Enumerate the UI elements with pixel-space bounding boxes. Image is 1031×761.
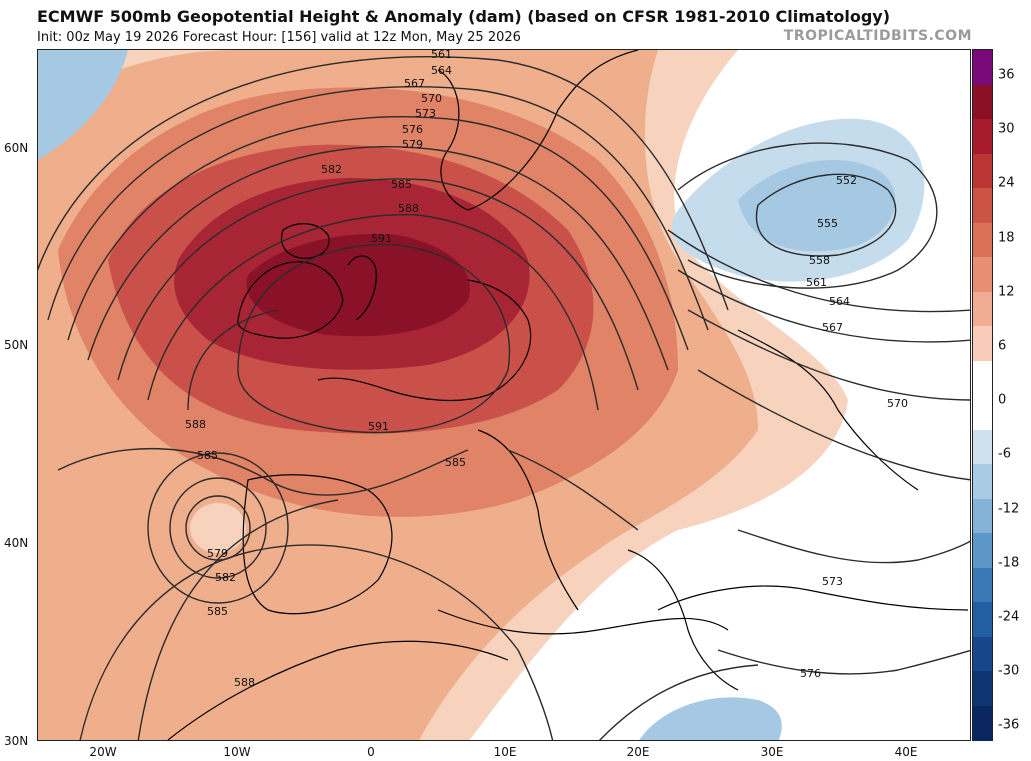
colorbar-segment <box>973 188 992 223</box>
colorbar-segment <box>973 326 992 361</box>
lon-label-10e: 10E <box>493 745 517 759</box>
colorbar-segment <box>973 567 992 603</box>
contour-label: 582 <box>215 571 236 584</box>
contour-label: 573 <box>822 575 843 588</box>
contour-label: 588 <box>185 418 206 431</box>
colorbar-segment <box>973 498 992 534</box>
contour-label: 579 <box>207 547 228 560</box>
colorbar-segment <box>973 84 992 120</box>
colorbar-segment <box>973 533 992 568</box>
colorbar-label: 36 <box>998 67 1015 83</box>
colorbar-label: -36 <box>998 717 1020 733</box>
contour-label: 585 <box>391 178 412 191</box>
colorbar-segment <box>973 257 992 292</box>
colorbar-label: 30 <box>998 121 1015 137</box>
contour-label-group: 561 564 567 570 573 576 579 582 585 588 … <box>185 50 908 689</box>
colorbar-segment <box>973 291 992 327</box>
colorbar-segment <box>973 360 992 396</box>
colorbar-segment <box>973 636 992 672</box>
lat-label-30n: 30N <box>4 734 29 748</box>
colorbar-segment <box>973 671 992 706</box>
contour-label: 585 <box>197 449 218 462</box>
colorbar-segment <box>973 602 992 637</box>
lat-label-50n: 50N <box>4 338 29 352</box>
colorbar-segment <box>973 464 992 499</box>
contour-label: 561 <box>431 50 452 61</box>
lon-label-30e: 30E <box>760 745 784 759</box>
colorbar-label: 12 <box>998 284 1015 300</box>
contour-label: 579 <box>402 138 423 151</box>
lon-label-20w: 20W <box>89 745 117 759</box>
map-canvas: 561 564 567 570 573 576 579 582 585 588 … <box>38 50 970 740</box>
colorbar-label: 24 <box>998 175 1015 191</box>
height-contours <box>38 56 970 740</box>
contour-label: 564 <box>829 295 850 308</box>
colorbar-segment <box>973 429 992 465</box>
anomaly-36-area <box>246 234 470 337</box>
anomaly-colorbar <box>972 49 993 741</box>
colorbar-segment <box>973 153 992 189</box>
colorbar-label: 18 <box>998 230 1015 246</box>
colorbar-segment <box>973 395 992 430</box>
lon-label-10w: 10W <box>223 745 251 759</box>
contour-label: 564 <box>431 64 452 77</box>
chart-subtitle: Init: 00z May 19 2026 Forecast Hour: [15… <box>37 30 521 45</box>
colorbar-label: -18 <box>998 555 1020 571</box>
lat-label-40n: 40N <box>4 536 29 550</box>
contour-label: 582 <box>321 163 342 176</box>
contour-label: 561 <box>806 276 827 289</box>
contour-label: 570 <box>887 397 908 410</box>
contour-label: 576 <box>800 667 821 680</box>
lat-label-60n: 60N <box>4 141 29 155</box>
contour-label: 567 <box>822 321 843 334</box>
colorbar-label: 0 <box>998 392 1007 408</box>
colorbar-label: 6 <box>998 338 1007 354</box>
colorbar-segment <box>973 705 992 741</box>
map-panel: 561 564 567 570 573 576 579 582 585 588 … <box>37 49 971 741</box>
contour-label: 567 <box>404 77 425 90</box>
contour-label: 585 <box>207 605 228 618</box>
chart-title: ECMWF 500mb Geopotential Height & Anomal… <box>37 7 891 26</box>
lon-label-20e: 20E <box>626 745 650 759</box>
colorbar-label: -24 <box>998 609 1020 625</box>
contour-label: 570 <box>421 92 442 105</box>
cutoff-low-anomaly <box>190 503 246 553</box>
negative-anomaly-south <box>639 697 782 740</box>
contour-label: 552 <box>836 174 857 187</box>
brand-watermark[interactable]: TROPICALTIDBITS.COM <box>783 28 972 44</box>
contour-label: 591 <box>368 420 389 433</box>
lon-label-0: 0 <box>367 745 375 759</box>
negative-anomaly-nw <box>38 50 128 160</box>
colorbar-label: -6 <box>998 446 1011 462</box>
contour-label: 576 <box>402 123 423 136</box>
contour-label: 588 <box>234 676 255 689</box>
colorbar-segment <box>973 119 992 154</box>
colorbar-segment <box>973 222 992 258</box>
coastlines <box>167 50 969 740</box>
lon-label-40e: 40E <box>894 745 918 759</box>
contour-label: 585 <box>445 456 466 469</box>
colorbar-label: -30 <box>998 663 1020 679</box>
contour-label: 573 <box>415 107 436 120</box>
contour-label: 555 <box>817 217 838 230</box>
contour-label: 588 <box>398 202 419 215</box>
negative-anomaly-ne-core <box>738 160 896 252</box>
colorbar-label: -12 <box>998 501 1020 517</box>
contour-label: 591 <box>371 232 392 245</box>
contour-label: 558 <box>809 254 830 267</box>
colorbar-segment <box>973 50 992 85</box>
